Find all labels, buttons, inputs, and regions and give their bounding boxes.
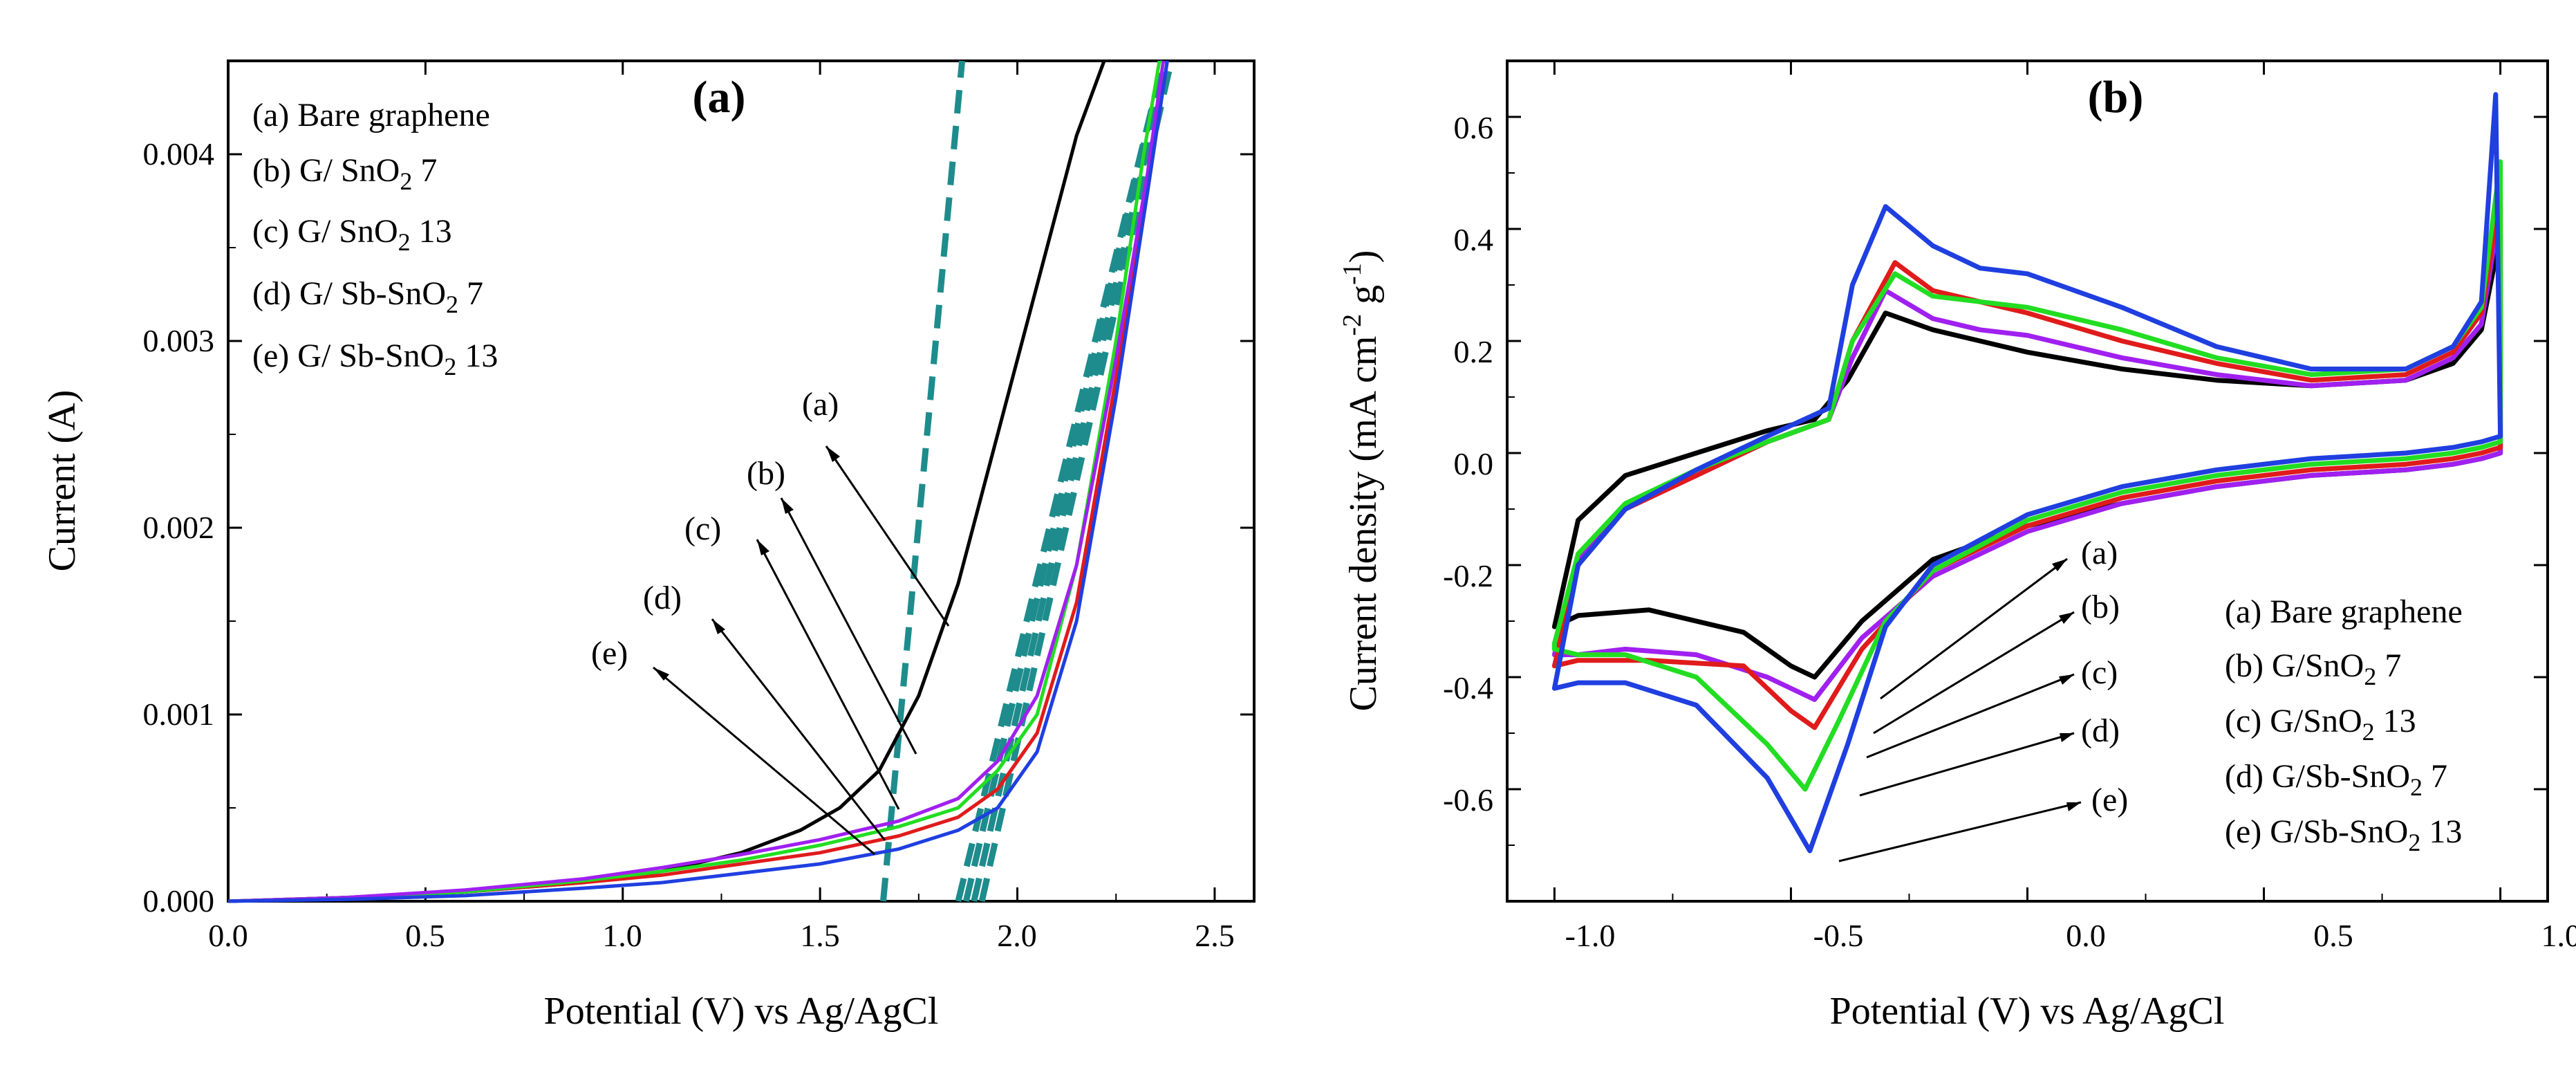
annotation-arrow	[1880, 557, 2068, 700]
panel-b-ticks	[1507, 61, 2548, 901]
legend-entry: (a) Bare graphene	[2225, 593, 2463, 630]
y-tick-label: 0.000	[143, 883, 215, 919]
annotation-arrowhead	[2059, 674, 2074, 685]
annotation-arrowhead	[2066, 802, 2081, 811]
annotation-arrow	[1873, 611, 2075, 735]
panel-a-annotations: (a) (b) (c) (d) (e)	[591, 386, 950, 856]
x-tick-label: 2.5	[1195, 918, 1235, 953]
y-tick-label: 0.2	[1454, 334, 1494, 369]
y-tick-label: 0.001	[143, 697, 215, 732]
panel-a-x-tick-labels: 0.0 0.5 1.0 1.5 2.0 2.5	[208, 918, 1235, 953]
x-tick-label: -0.5	[1813, 918, 1864, 953]
legend-entry: (a) Bare graphene	[252, 97, 490, 133]
panel-a-x-axis-label: Potential (V) vs Ag/AgCl	[544, 990, 939, 1033]
annotation-arrowhead	[781, 498, 794, 514]
panel-b-y-tick-labels: -0.6 -0.4 -0.2 0.0 0.2 0.4 0.6	[1443, 110, 1493, 818]
panel-a: 0.0 0.5 1.0 1.5 2.0 2.5 0.000 0.001 0.00…	[41, 59, 1256, 1033]
annotation-label: (d)	[2081, 712, 2120, 749]
x-tick-label: -1.0	[1565, 918, 1616, 953]
y-tick-label: -0.4	[1443, 670, 1493, 706]
x-tick-label: 0.5	[2313, 918, 2353, 953]
panel-a-label: (a)	[693, 72, 746, 122]
annotation-label: (c)	[2081, 654, 2118, 691]
annotation-arrowhead	[826, 446, 840, 462]
annotation-arrowhead	[653, 667, 669, 681]
legend-entry: (d) G/ Sb-SnO2 7	[252, 275, 483, 318]
annotation-label: (b)	[2081, 589, 2120, 625]
x-tick-label: 0.0	[208, 918, 248, 953]
annotation-label: (b)	[747, 455, 785, 492]
panel-b-x-axis-label: Potential (V) vs Ag/AgCl	[1830, 990, 2225, 1033]
legend-entry: (c) G/ SnO2 13	[252, 213, 452, 256]
annotation-label: (c)	[684, 510, 721, 547]
annotation-arrow	[756, 539, 900, 810]
annotation-arrow	[653, 666, 875, 856]
y-tick-label: 0.003	[143, 323, 215, 358]
panel-a-series	[227, 60, 1169, 903]
annotation-label: (e)	[2091, 782, 2128, 818]
x-tick-label: 2.0	[997, 918, 1037, 953]
annotation-arrowhead	[757, 540, 769, 555]
legend-entry: (b) G/ SnO2 7	[252, 152, 437, 195]
series-line-e	[227, 60, 1169, 903]
y-tick-label: 0.004	[143, 136, 215, 172]
y-tick-label: 0.4	[1454, 222, 1494, 257]
legend-entry: (e) G/Sb-SnO2 13	[2225, 813, 2462, 856]
panel-b-series	[1551, 92, 2503, 854]
annotation-arrow	[1838, 801, 2082, 863]
panel-b-annotations: (a) (b) (c) (d) (e)	[1838, 535, 2128, 863]
annotation-arrowhead	[2060, 733, 2074, 742]
annotation-label: (e)	[591, 635, 628, 672]
y-tick-label: -0.2	[1443, 558, 1493, 593]
x-tick-label: 1.5	[800, 918, 840, 953]
annotation-label: (a)	[2081, 535, 2118, 571]
annotation-arrowhead	[2059, 612, 2074, 624]
series-line-c	[227, 60, 1161, 903]
panel-b: -1.0 -0.5 0.0 0.5 1.0 -0.6 -0.4 -0.2 0.0…	[1338, 59, 2576, 1033]
annotation-arrow	[1866, 673, 2075, 759]
annotation-label: (a)	[802, 386, 839, 423]
panel-a-frame	[227, 59, 1256, 903]
annotation-label: (d)	[643, 580, 682, 616]
annotation-arrowhead	[2052, 559, 2067, 571]
y-tick-label: 0.0	[1454, 446, 1494, 481]
annotation-arrow	[711, 618, 886, 841]
annotation-arrowhead	[712, 619, 725, 634]
panel-b-x-tick-labels: -1.0 -0.5 0.0 0.5 1.0	[1565, 918, 2576, 953]
legend-entry: (d) G/Sb-SnO2 7	[2225, 758, 2447, 801]
legend-entry: (c) G/SnO2 13	[2225, 703, 2416, 746]
legend-entry: (b) G/SnO2 7	[2225, 647, 2401, 690]
annotation-arrow	[1859, 732, 2075, 797]
tangent-fit-line	[978, 60, 1175, 902]
panel-b-label: (b)	[2088, 72, 2144, 122]
panel-b-y-axis-label: Current density (mA cm-2 g-1)	[1338, 250, 1385, 712]
y-tick-label: -0.6	[1443, 782, 1493, 818]
y-tick-label: 0.6	[1454, 110, 1494, 145]
legend-entry: (e) G/ Sb-SnO2 13	[252, 338, 498, 380]
tangent-fit-line	[879, 60, 966, 902]
x-tick-label: 1.0	[602, 918, 642, 953]
tangent-fit-line	[955, 59, 1167, 903]
panel-a-y-axis-label: Current (A)	[41, 390, 84, 572]
x-tick-label: 0.5	[405, 918, 445, 953]
panel-a-legend: (a) Bare graphene (b) G/ SnO2 7 (c) G/ S…	[252, 97, 498, 380]
annotation-arrow	[825, 445, 950, 627]
x-tick-label: 0.0	[2066, 918, 2106, 953]
panel-b-legend: (a) Bare graphene (b) G/SnO2 7 (c) G/SnO…	[2225, 593, 2463, 856]
annotation-arrow	[780, 497, 917, 755]
series-line-d	[227, 60, 1166, 903]
panel-a-fit-lines	[879, 59, 1175, 903]
cv-loop-e	[1551, 92, 2503, 854]
panel-a-y-tick-labels: 0.000 0.001 0.002 0.003 0.004	[143, 136, 215, 919]
y-tick-label: 0.002	[143, 510, 215, 545]
x-tick-label: 1.0	[2541, 918, 2576, 953]
